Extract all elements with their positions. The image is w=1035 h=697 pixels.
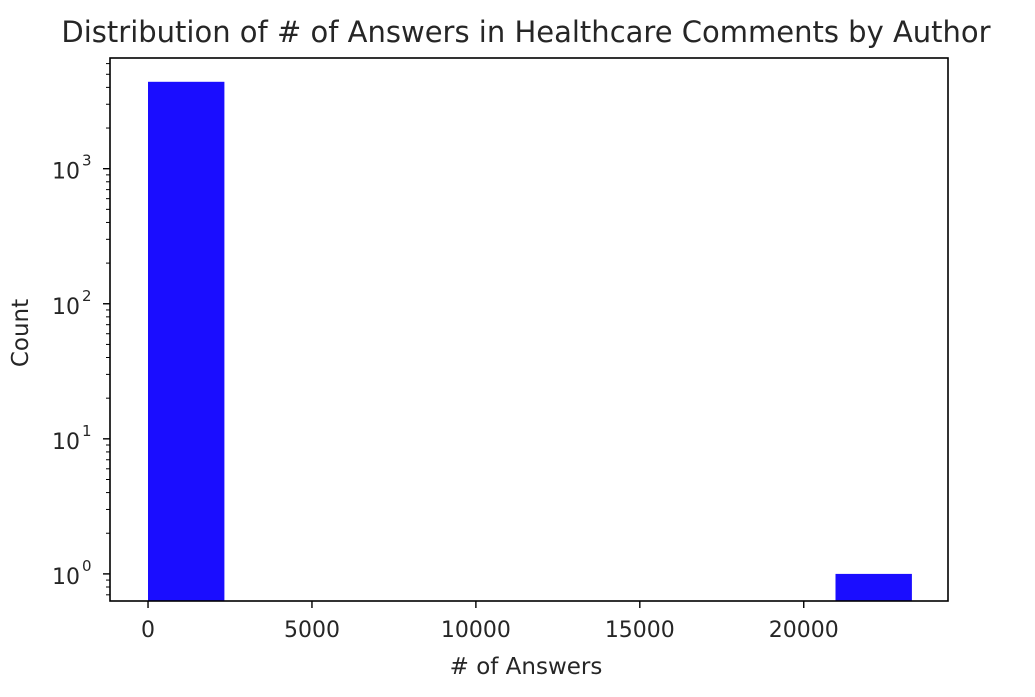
y-tick-exponent: 1 bbox=[82, 422, 92, 440]
x-axis-label: # of Answers bbox=[450, 654, 603, 680]
y-axis-label: Count bbox=[8, 299, 34, 367]
y-tick-exponent: 0 bbox=[82, 557, 92, 575]
y-tick-label: 10 bbox=[52, 565, 80, 590]
y-tick-exponent: 2 bbox=[82, 287, 92, 305]
chart-title: Distribution of # of Answers in Healthca… bbox=[61, 15, 990, 49]
plot-frame bbox=[109, 57, 949, 602]
bar-1 bbox=[835, 573, 912, 601]
y-tick-label: 10 bbox=[52, 160, 80, 185]
x-tick-label: 5000 bbox=[284, 618, 340, 643]
bars bbox=[148, 81, 912, 602]
x-tick-label: 0 bbox=[141, 618, 155, 643]
y-tick-label: 10 bbox=[52, 295, 80, 320]
x-tick-label: 20000 bbox=[769, 618, 839, 643]
bar-0 bbox=[148, 81, 225, 602]
y-tick-exponent: 3 bbox=[82, 152, 92, 170]
y-tick-label: 10 bbox=[52, 430, 80, 455]
x-tick-label: 10000 bbox=[441, 618, 511, 643]
x-tick-label: 15000 bbox=[605, 618, 675, 643]
x-axis-ticks: 0 5000 10000 15000 20000 bbox=[141, 601, 839, 643]
